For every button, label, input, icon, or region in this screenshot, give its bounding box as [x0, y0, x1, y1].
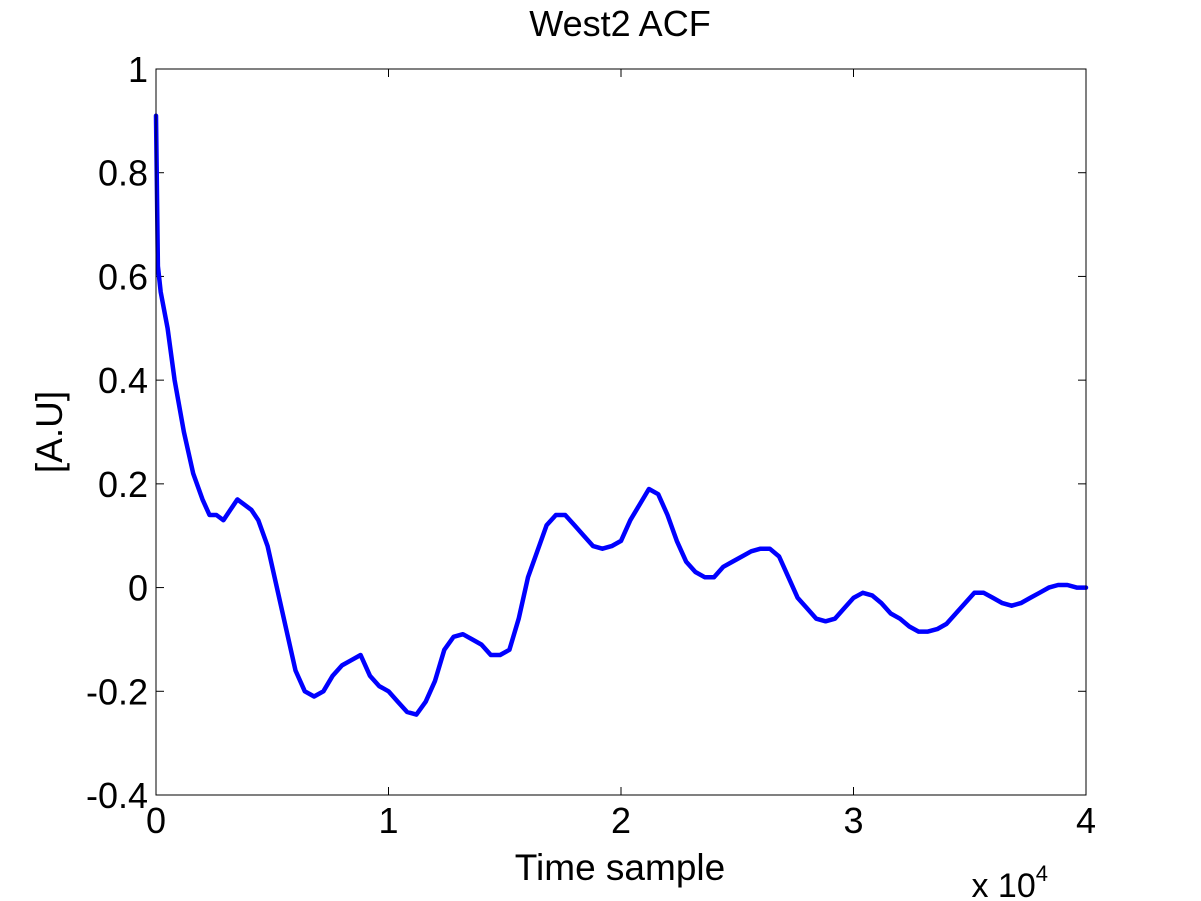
tick-labels: 0 1 2 3 4 -0.4 -0.2 0 0.2 0.4 0.6 0.8 1	[86, 49, 1096, 841]
x-tick-label: 1	[378, 800, 398, 841]
x-axis-multiplier: x 104	[971, 861, 1048, 901]
x-multiplier-exponent: 4	[1036, 861, 1048, 886]
y-tick-label: 0	[128, 568, 148, 609]
x-tick-label: 2	[611, 800, 631, 841]
y-tick-label: -0.2	[86, 671, 148, 712]
x-tick-label: 4	[1076, 800, 1096, 841]
y-axis-label: [A.U]	[29, 391, 70, 473]
chart-title: West2 ACF	[529, 3, 710, 44]
plot-area-frame	[155, 68, 1087, 796]
x-tick-label: 0	[146, 800, 166, 841]
y-tick-label: 1	[128, 49, 148, 90]
y-tick-label: 0.8	[98, 153, 148, 194]
y-tick-label: 0.2	[98, 464, 148, 505]
x-multiplier-base: x 10	[971, 867, 1035, 901]
x-tick-label: 3	[843, 800, 863, 841]
series-line-acf	[153, 113, 1089, 717]
y-tick-label: -0.4	[86, 775, 148, 816]
y-tick-label: 0.6	[98, 256, 148, 297]
y-tick-label: 0.4	[98, 360, 148, 401]
x-axis-label: Time sample	[515, 847, 725, 888]
